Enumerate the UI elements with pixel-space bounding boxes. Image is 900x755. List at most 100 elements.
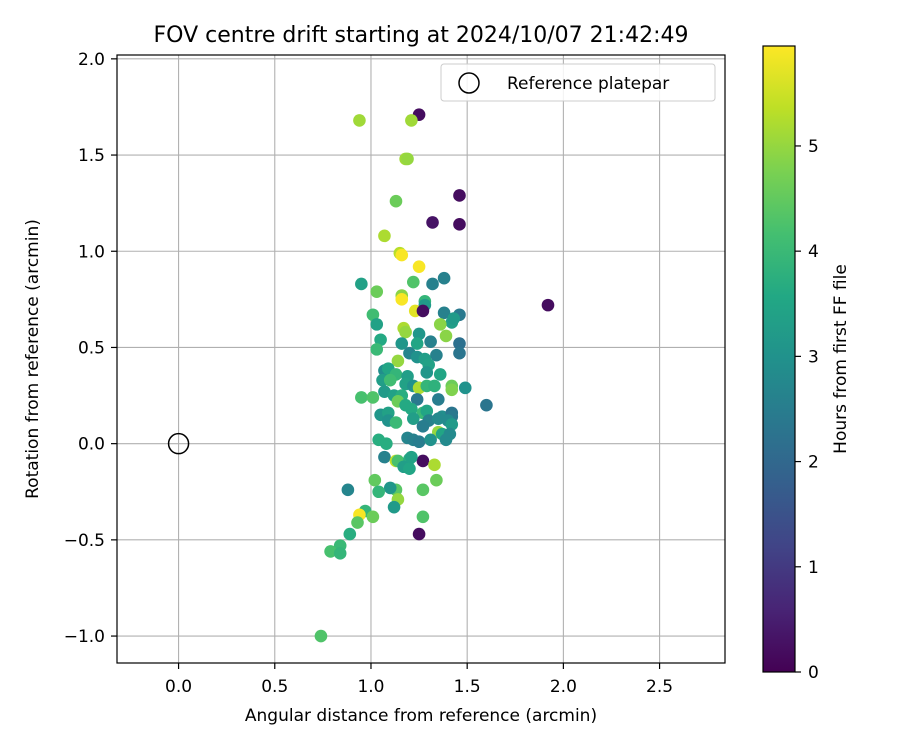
- data-point: [420, 366, 434, 379]
- data-point: [426, 216, 439, 229]
- data-point: [378, 385, 391, 399]
- data-point: [314, 629, 328, 643]
- x-tick-label: 0.0: [165, 677, 192, 697]
- colorbar-tick-label: 2: [808, 453, 819, 473]
- data-point: [416, 483, 430, 497]
- data-point: [355, 391, 368, 404]
- data-point: [437, 271, 451, 285]
- data-point: [399, 325, 412, 339]
- data-point: [387, 500, 401, 514]
- data-point: [453, 346, 466, 360]
- data-point: [405, 450, 418, 464]
- y-tick-label: 0.0: [78, 435, 105, 455]
- data-point: [366, 510, 380, 524]
- data-point: [368, 473, 382, 487]
- data-point: [372, 485, 385, 499]
- data-point: [395, 293, 409, 306]
- data-point: [355, 277, 368, 291]
- data-point: [391, 354, 405, 368]
- colorbar-tick-label: 0: [808, 663, 819, 683]
- grid: [117, 55, 725, 663]
- data-point: [370, 285, 384, 298]
- colorbar-frame: [762, 45, 796, 673]
- data-point: [416, 510, 430, 524]
- colorbar: 0 1 2 3 4 5 Hours from first FF file: [762, 45, 851, 683]
- data-point: [383, 481, 397, 495]
- data-point: [439, 433, 453, 447]
- data-point: [405, 402, 418, 416]
- chart-title: FOV centre drift starting at 2024/10/07 …: [154, 23, 689, 48]
- data-point: [458, 381, 472, 395]
- data-point: [430, 473, 443, 487]
- scatter-points: [314, 108, 555, 643]
- x-axis-label: Angular distance from reference (arcmin): [245, 706, 597, 726]
- data-point: [424, 433, 437, 447]
- data-point: [374, 333, 387, 347]
- colorbar-gradient: [763, 46, 795, 672]
- colorbar-tick-label: 1: [808, 558, 819, 578]
- data-point: [395, 248, 409, 262]
- data-point: [403, 462, 416, 475]
- y-tick-label: 0.5: [78, 338, 105, 358]
- data-point: [333, 547, 347, 560]
- y-axis-ticks: −1.0 −0.5 0.0 0.5 1.0 1.5 2.0: [64, 50, 117, 647]
- reference-platepar-marker: [167, 432, 190, 455]
- data-point: [453, 337, 466, 350]
- colorbar-label: Hours from first FF file: [831, 264, 851, 454]
- colorbar-tick-label: 3: [808, 347, 819, 367]
- data-point: [324, 545, 337, 558]
- data-point: [341, 483, 355, 497]
- data-point: [389, 416, 403, 429]
- data-point: [439, 329, 453, 343]
- x-tick-label: 2.5: [646, 677, 673, 697]
- y-tick-label: −1.0: [64, 627, 105, 647]
- legend: Reference platepar: [440, 63, 716, 102]
- data-point: [416, 420, 430, 433]
- data-point: [447, 312, 461, 325]
- data-point: [410, 337, 424, 350]
- y-tick-label: 1.0: [78, 242, 105, 262]
- y-axis-label: Rotation from reference (arcmin): [23, 219, 43, 499]
- data-point: [437, 306, 451, 320]
- plot-frame: [116, 54, 726, 664]
- x-tick-label: 0.5: [261, 677, 288, 697]
- data-point: [412, 260, 426, 273]
- data-point: [353, 114, 366, 127]
- legend-box: [440, 63, 716, 102]
- data-point: [433, 368, 447, 381]
- data-point: [428, 379, 441, 393]
- colorbar-ticks: 0 1 2 3 4 5: [795, 137, 819, 683]
- y-tick-label: 2.0: [78, 50, 105, 70]
- data-point: [405, 114, 418, 127]
- legend-marker-icon: [458, 72, 480, 94]
- data-point: [428, 458, 441, 472]
- data-point: [366, 308, 380, 322]
- data-point: [383, 373, 397, 387]
- data-point: [432, 393, 445, 406]
- data-point: [430, 348, 443, 362]
- data-point: [343, 527, 357, 541]
- colorbar-tick-label: 4: [808, 242, 819, 262]
- data-point: [389, 194, 403, 208]
- data-point: [541, 298, 555, 312]
- data-point: [370, 343, 384, 356]
- data-point: [378, 229, 391, 243]
- data-point: [453, 218, 466, 231]
- y-tick-label: 1.5: [78, 146, 105, 166]
- data-point: [410, 393, 424, 406]
- data-point: [416, 304, 430, 318]
- data-point: [366, 391, 380, 404]
- data-point: [401, 152, 414, 166]
- data-point: [380, 437, 393, 450]
- data-point: [453, 189, 466, 202]
- data-point: [433, 318, 447, 331]
- x-axis-ticks: 0.0 0.5 1.0 1.5 2.0 2.5: [165, 663, 673, 697]
- y-tick-label: −0.5: [64, 531, 105, 551]
- x-tick-label: 2.0: [550, 677, 577, 697]
- data-point: [407, 275, 420, 289]
- data-point: [426, 277, 439, 291]
- data-point: [412, 527, 426, 541]
- data-point: [378, 450, 391, 464]
- data-point: [395, 337, 409, 350]
